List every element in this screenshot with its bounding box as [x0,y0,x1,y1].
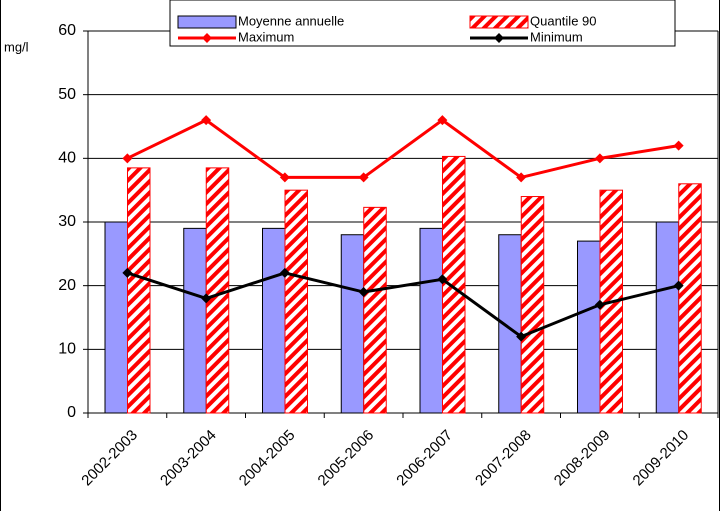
marker [673,280,684,291]
marker [594,153,605,164]
legend-swatch [202,33,212,43]
marker [516,172,527,183]
bar [577,240,601,414]
legend-swatch [469,15,529,29]
bar [678,183,702,414]
legend-label: Moyenne annuelle [238,13,344,28]
marker [122,267,133,278]
bar [127,167,151,414]
bar [419,227,443,414]
marker [673,140,684,151]
bar [363,206,387,414]
y-tick-label: 30 [58,213,76,230]
legend-label: Maximum [238,29,294,44]
legend-label: Quantile 90 [530,13,597,28]
x-tick-label: 2009-2010 [630,427,693,490]
bar [520,196,545,414]
y-tick-label: 20 [58,277,76,294]
bar [340,234,365,414]
x-tick-label: 2005-2006 [315,427,378,490]
marker [358,287,369,298]
marker [516,331,527,342]
x-tick-label: 2004-2005 [236,427,299,490]
bar [655,221,680,414]
line [126,271,679,339]
marker [279,267,290,278]
x-tick-label: 2006-2007 [393,427,456,490]
legend-swatch [177,15,237,29]
x-tick-label: 2002-2003 [78,427,141,490]
x-tick-label: 2008-2009 [551,427,614,490]
y-tick-label: 60 [58,22,76,39]
bar [442,155,466,414]
bar [104,221,128,414]
marker [201,115,212,126]
legend-box [169,0,676,47]
x-tick-label: 2003-2004 [157,427,220,490]
bar [262,227,286,414]
marker [594,299,605,310]
y-tick-label: 40 [58,150,76,167]
marker [201,293,212,304]
x-tick-label: 2007-2008 [472,427,535,490]
marker [279,172,290,183]
y-tick-label: 0 [67,404,76,421]
bar [284,189,308,414]
bar [205,167,230,414]
y-tick-label: 10 [58,341,76,358]
y-axis-label: mg/l [4,39,29,54]
legend-swatch [494,33,504,43]
bar [183,227,207,414]
marker [122,153,133,164]
legend-label: Minimum [530,29,583,44]
marker [437,274,448,285]
line [126,118,679,180]
marker [437,115,448,126]
y-tick-label: 50 [58,86,76,103]
marker [358,172,369,183]
